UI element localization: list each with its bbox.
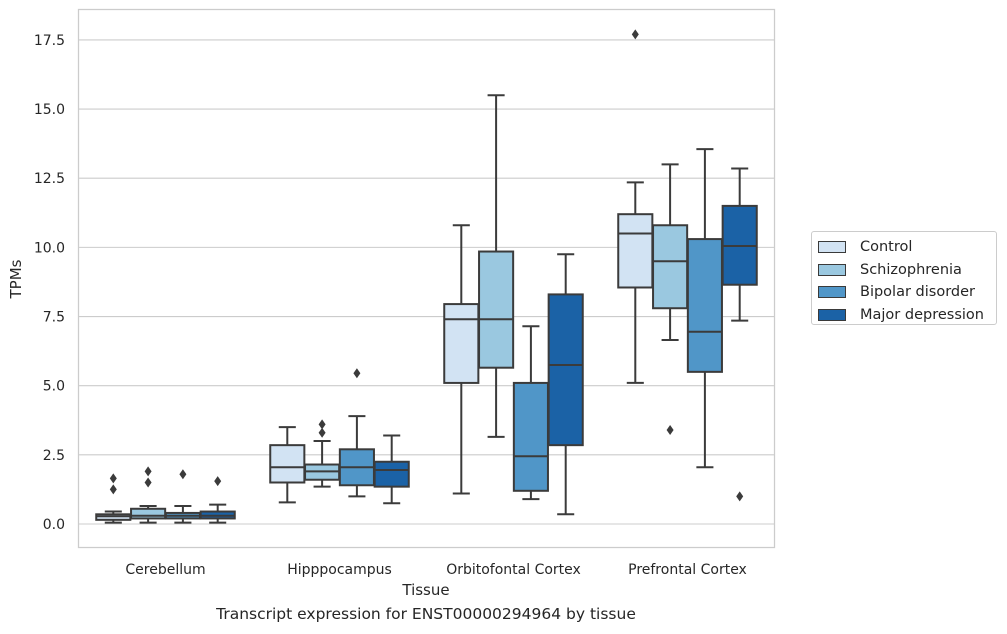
legend-swatch	[818, 308, 846, 321]
outlier-point	[666, 424, 674, 435]
legend-item: Bipolar disorder	[818, 281, 990, 304]
legend-label: Schizophrenia	[860, 261, 962, 278]
outlier-point	[144, 466, 152, 477]
box-group	[478, 94, 515, 438]
y-tick-label: 0.0	[43, 517, 65, 533]
outlier-point	[109, 484, 117, 495]
outlier-point	[214, 476, 222, 487]
box-group	[721, 167, 758, 502]
outlier-point	[109, 473, 117, 484]
legend-item: Major depression	[818, 304, 990, 327]
box-group	[686, 148, 723, 469]
box	[512, 381, 549, 492]
legend-item: Schizophrenia	[818, 259, 990, 282]
x-tick-label: Prefrontal Cortex	[628, 562, 747, 578]
outlier-point	[318, 419, 326, 430]
box-group	[373, 434, 410, 505]
y-tick-labels: 0.0 2.5 5.0 7.5 10.0 12.5 15.0 17.5	[34, 33, 65, 533]
legend-swatch	[818, 241, 846, 254]
x-tick-label: Cerebellum	[125, 562, 205, 578]
box-group	[443, 224, 480, 495]
outlier-point	[144, 477, 152, 488]
box-group	[269, 426, 306, 504]
legend: Control Schizophrenia Bipolar disorder Majo…	[811, 231, 997, 325]
x-tick-label: Hipppocampus	[287, 562, 392, 578]
box	[269, 444, 306, 484]
box-group	[199, 476, 236, 524]
box-group	[652, 163, 689, 435]
box	[652, 224, 689, 310]
box-group	[547, 253, 584, 516]
x-tick-labels: Cerebellum Hipppocampus Orbitofontal Corte…	[125, 562, 746, 578]
legend-swatch	[818, 263, 846, 276]
box	[373, 460, 410, 488]
y-tick-label: 5.0	[43, 379, 65, 395]
y-tick-label: 17.5	[34, 33, 65, 49]
outlier-point	[631, 29, 639, 40]
box	[130, 507, 167, 520]
outlier-point	[318, 427, 326, 438]
grid-lines	[78, 39, 775, 525]
y-tick-label: 15.0	[34, 102, 65, 118]
legend-label: Control	[860, 239, 913, 256]
box	[478, 250, 515, 369]
box	[617, 213, 654, 289]
box	[547, 293, 584, 447]
legend-label: Bipolar disorder	[860, 284, 975, 301]
legend-item: Control	[818, 236, 990, 259]
box	[443, 303, 480, 384]
box	[686, 238, 723, 373]
outlier-point	[736, 491, 744, 502]
y-tick-label: 7.5	[43, 310, 65, 326]
outlier-point	[179, 469, 187, 480]
legend-swatch	[818, 286, 846, 299]
x-tick-label: Orbitofontal Cortex	[446, 562, 581, 578]
legend-label: Major depression	[860, 306, 984, 323]
box-group	[338, 368, 375, 498]
y-tick-label: 12.5	[34, 171, 65, 187]
y-axis-label: TPMs	[7, 259, 25, 299]
outlier-point	[353, 368, 361, 379]
y-tick-label: 10.0	[34, 240, 65, 256]
chart-caption: Transcript expression for ENST0000029496…	[216, 605, 636, 623]
boxes	[95, 29, 758, 524]
x-axis-label: Tissue	[401, 581, 449, 599]
box-group	[617, 29, 654, 384]
y-tick-label: 2.5	[43, 448, 65, 464]
